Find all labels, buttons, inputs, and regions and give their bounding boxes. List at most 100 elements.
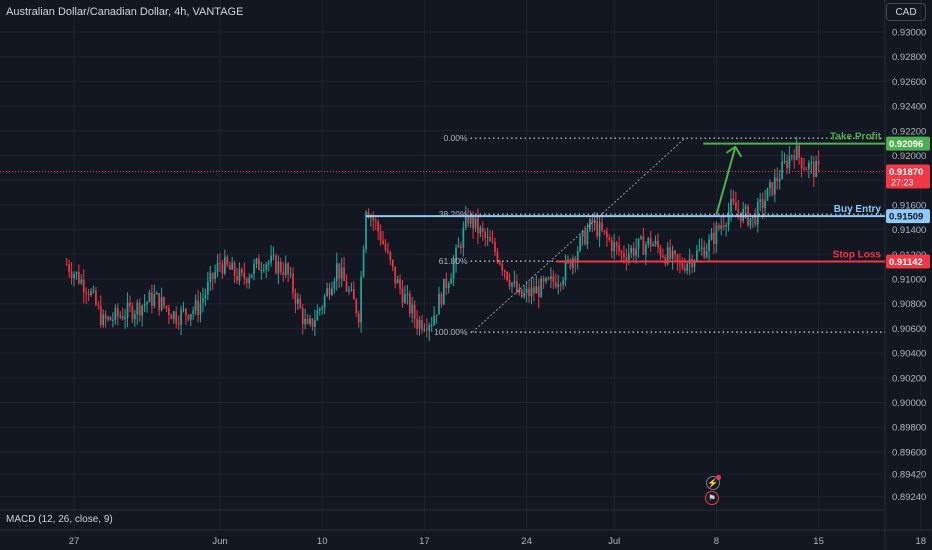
price-level-text: Stop Loss — [833, 249, 882, 260]
candle-body — [464, 215, 467, 228]
candle-body — [557, 284, 560, 287]
x-tick-label: 15 — [813, 536, 824, 547]
candle-body — [357, 313, 360, 323]
candle-body — [382, 240, 384, 244]
candle-body — [348, 290, 350, 292]
candle-body — [209, 273, 212, 282]
candle-body — [289, 273, 292, 275]
candle-body — [163, 297, 165, 306]
x-tick-label: 18 — [916, 536, 927, 547]
candle-body — [343, 267, 345, 281]
candle-body — [65, 264, 68, 266]
fib-level-label: 0.00% — [443, 133, 468, 143]
candle-body — [279, 261, 282, 272]
price-level-badge — [886, 136, 930, 151]
candle-body — [610, 240, 613, 252]
candle-body — [479, 227, 482, 234]
lightning-icon[interactable]: ⚡ — [706, 476, 720, 490]
candle-body — [581, 230, 584, 237]
price-level-text: Buy Entry — [834, 204, 882, 215]
candle-body — [90, 291, 92, 296]
candle-body — [107, 317, 109, 320]
y-tick-label: 0.91600 — [892, 200, 926, 211]
candle-body — [260, 269, 263, 271]
y-tick-label: 0.90000 — [892, 398, 926, 409]
candle-body — [647, 237, 650, 245]
candle-body — [238, 269, 241, 281]
candle-body — [644, 244, 647, 255]
x-tick-label: 27 — [69, 536, 80, 547]
candle-body — [95, 290, 97, 305]
candle-body — [379, 231, 382, 241]
price-axis[interactable]: 0.93000 0.92800 0.92600 0.92400 0.92200 0.920… — [886, 28, 930, 503]
flag-icon[interactable]: ⚑ — [705, 491, 719, 505]
candle-body — [669, 247, 672, 259]
candle-body — [474, 217, 477, 229]
y-tick-label: 0.92600 — [892, 77, 926, 88]
candle-body — [391, 260, 394, 267]
candle-body — [236, 275, 238, 281]
candle-body — [267, 262, 270, 265]
candle-body — [516, 281, 518, 293]
candle-body — [530, 287, 533, 297]
currency-button[interactable]: CAD — [886, 3, 926, 21]
candle-body — [440, 293, 443, 305]
x-tick-label: 24 — [521, 536, 532, 547]
price-level-value: 0.92096 — [889, 139, 923, 150]
y-tick-label: 0.93000 — [892, 28, 926, 39]
price-level-text: Take Profit — [830, 132, 882, 143]
candle-body — [603, 230, 606, 232]
candle-body — [503, 270, 506, 272]
candle-body — [477, 217, 479, 234]
candle-body — [591, 219, 594, 224]
macd-indicator-label[interactable]: MACD (12, 26, close, 9) — [6, 514, 113, 525]
candle-body — [481, 227, 484, 232]
candle-body — [725, 225, 727, 227]
candle-body — [800, 157, 803, 169]
candle-body — [447, 284, 450, 289]
candle-body — [272, 255, 275, 257]
candle-body — [559, 284, 562, 286]
candle-body — [769, 182, 771, 189]
candle-body — [197, 300, 199, 315]
candle-body — [786, 160, 788, 169]
candle-body — [657, 240, 659, 248]
candle-body — [311, 318, 314, 327]
candle-body — [374, 221, 377, 223]
candle-body — [309, 318, 311, 324]
candle-body — [717, 225, 720, 229]
candle-body — [335, 263, 338, 281]
target-arrow-shaft — [715, 146, 737, 216]
candle-body — [498, 261, 501, 265]
candle-body — [425, 329, 428, 331]
candle-body — [620, 251, 623, 253]
candle-body — [443, 279, 445, 305]
candle-body — [438, 293, 440, 315]
candle-body — [652, 244, 654, 247]
candle-body — [192, 310, 195, 315]
candle-body — [710, 232, 713, 240]
candle-body — [460, 245, 462, 249]
candle-body — [623, 252, 625, 258]
candle-body — [754, 215, 757, 225]
candle-body — [764, 200, 766, 209]
candle-body — [727, 211, 730, 226]
candle-body — [525, 288, 528, 293]
candle-body — [691, 258, 693, 268]
candle-body — [148, 292, 151, 303]
candle-body — [406, 293, 409, 295]
price-level-value: 0.91509 — [889, 212, 923, 223]
candle-body — [262, 269, 265, 271]
candle-body — [693, 260, 696, 268]
candle-body — [508, 279, 511, 287]
time-axis[interactable]: 27 Jun 10 17 24 Jul 8 15 18 — [69, 536, 926, 547]
y-tick-label: 0.89800 — [892, 423, 926, 434]
alert-dot-icon — [716, 475, 721, 480]
candle-body — [367, 211, 370, 218]
candle-body — [160, 297, 163, 310]
candle-body — [421, 320, 423, 330]
y-tick-label: 0.92400 — [892, 102, 926, 113]
candle-body — [294, 292, 297, 304]
candle-body — [87, 293, 90, 296]
